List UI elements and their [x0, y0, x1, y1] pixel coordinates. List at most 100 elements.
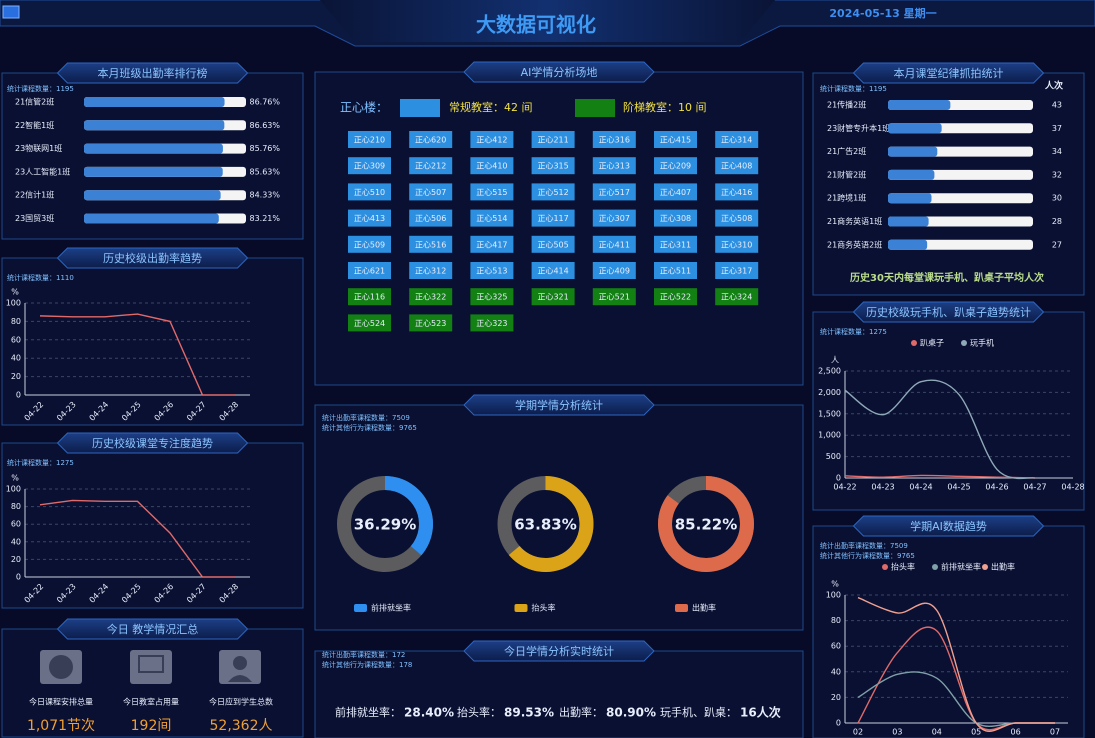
room: [715, 157, 759, 175]
x-tick-label: 04-23: [871, 483, 894, 492]
line: [857, 596, 1055, 732]
panel-title: 历史校级玩手机、趴桌子趋势统计: [866, 305, 1031, 319]
x-tick-label: 07: [1050, 728, 1060, 737]
bar: [84, 213, 219, 224]
room-label: 正心522: [660, 293, 691, 302]
room-label: 正心408: [721, 162, 752, 171]
room: [654, 235, 697, 253]
panel-title-bg: [463, 61, 655, 83]
room: [654, 209, 697, 227]
room-label: 正心507: [415, 188, 446, 197]
room-label: 正心621: [354, 267, 385, 276]
count-text: 统计课程数量：1195: [820, 84, 887, 93]
room: [715, 131, 759, 148]
bar-label: 22智能1班: [15, 120, 54, 130]
bar-label: 23财管专升本1班: [827, 123, 890, 133]
x-tick-label: 06: [1011, 728, 1021, 737]
room: [470, 131, 514, 148]
panel-title: 学期AI数据趋势: [910, 519, 987, 533]
room-label: 正心308: [660, 214, 691, 223]
room-label: 正心322: [415, 293, 446, 302]
room: [715, 209, 759, 227]
y-tick-label: 100: [826, 591, 841, 600]
room: [348, 314, 391, 332]
room-label: 正心312: [415, 267, 446, 276]
y-axis-unit: %: [11, 288, 19, 297]
room-label: 正心117: [537, 214, 568, 223]
room-label: 正心310: [721, 240, 752, 249]
legend-label: 出勤率: [692, 603, 716, 613]
x-tick-label: 05: [971, 728, 981, 737]
bar-label: 21商务英语2班: [827, 239, 882, 249]
y-tick-label: 20: [11, 555, 21, 564]
y-tick-label: 80: [11, 317, 21, 326]
room: [654, 288, 697, 306]
legend-label: 出勤率: [991, 562, 1015, 572]
x-tick-label: 04-25: [947, 483, 970, 492]
y-tick-label: 20: [831, 693, 841, 702]
panel-title: 本月班级出勤率排行榜: [98, 66, 208, 80]
room: [592, 131, 636, 148]
summary-value: 52,362人: [210, 718, 273, 734]
x-tick-label: 04-24: [909, 483, 932, 492]
y-tick-label: 40: [11, 537, 21, 546]
panel-title-bg: [56, 247, 249, 269]
bar-label: 21信管2班: [15, 97, 54, 107]
room-label: 正心323: [476, 319, 507, 328]
bar-label: 21广告2班: [827, 146, 866, 156]
panel: [1, 442, 304, 609]
stat-label: 抬头率：: [457, 705, 501, 719]
y-tick-label: 2,500: [818, 367, 841, 376]
legend-label: 玩手机: [970, 338, 994, 348]
room: [348, 209, 391, 227]
bar: [888, 169, 935, 180]
room-label: 正心313: [599, 162, 630, 171]
legend-label: 阶梯教室：10 间: [623, 100, 707, 114]
room: [531, 183, 575, 201]
y-tick-label: 60: [11, 520, 21, 529]
bar: [888, 193, 932, 204]
bar-value: 85.76%: [249, 144, 280, 153]
y-tick-label: 1,000: [818, 431, 841, 440]
x-tick-label: 03: [892, 728, 902, 737]
panel-title-bg: [852, 515, 1045, 537]
unit-label: 人次: [1044, 80, 1063, 92]
x-tick-label: 04: [932, 728, 942, 737]
room: [592, 157, 636, 175]
y-tick-label: 2,000: [818, 388, 841, 397]
bar-label: 21传播2班: [827, 100, 866, 110]
room: [470, 157, 514, 175]
panel: [812, 311, 1085, 511]
room: [592, 209, 636, 227]
room-label: 正心407: [660, 188, 691, 197]
room-label: 正心210: [354, 136, 385, 145]
room: [715, 288, 759, 306]
room: [470, 314, 514, 332]
room: [654, 183, 697, 201]
bar-label: 23物联网1班: [15, 143, 62, 153]
legend-marker: [882, 564, 888, 570]
legend-label: 前排就坐率: [941, 562, 981, 572]
donut-segment: [508, 476, 594, 572]
summary-label: 今日课程安排总量: [29, 697, 93, 707]
room-label: 正心524: [354, 319, 385, 328]
x-tick-label: 04-27: [1023, 483, 1046, 492]
bar-value: 85.63%: [249, 167, 280, 176]
room-label: 正心211: [537, 136, 568, 145]
bar: [888, 216, 929, 227]
room-label: 正心324: [721, 293, 752, 302]
panel-title: 本月课堂纪律抓拍统计: [894, 66, 1004, 80]
room-label: 正心505: [537, 240, 568, 249]
bar-label: 22信计1班: [15, 190, 54, 200]
room: [409, 235, 453, 253]
header-center: [320, 0, 775, 42]
y-tick-label: 60: [11, 335, 21, 344]
room-label: 正心510: [354, 188, 385, 197]
room-label: 正心317: [721, 267, 752, 276]
room: [654, 157, 697, 175]
panel-title-bg: [56, 618, 249, 640]
bar-label: 21跨境1班: [827, 193, 866, 203]
panel-title: 历史校级课堂专注度趋势: [92, 436, 213, 450]
count-text: 统计出勤率课程数量：7509: [820, 541, 908, 550]
